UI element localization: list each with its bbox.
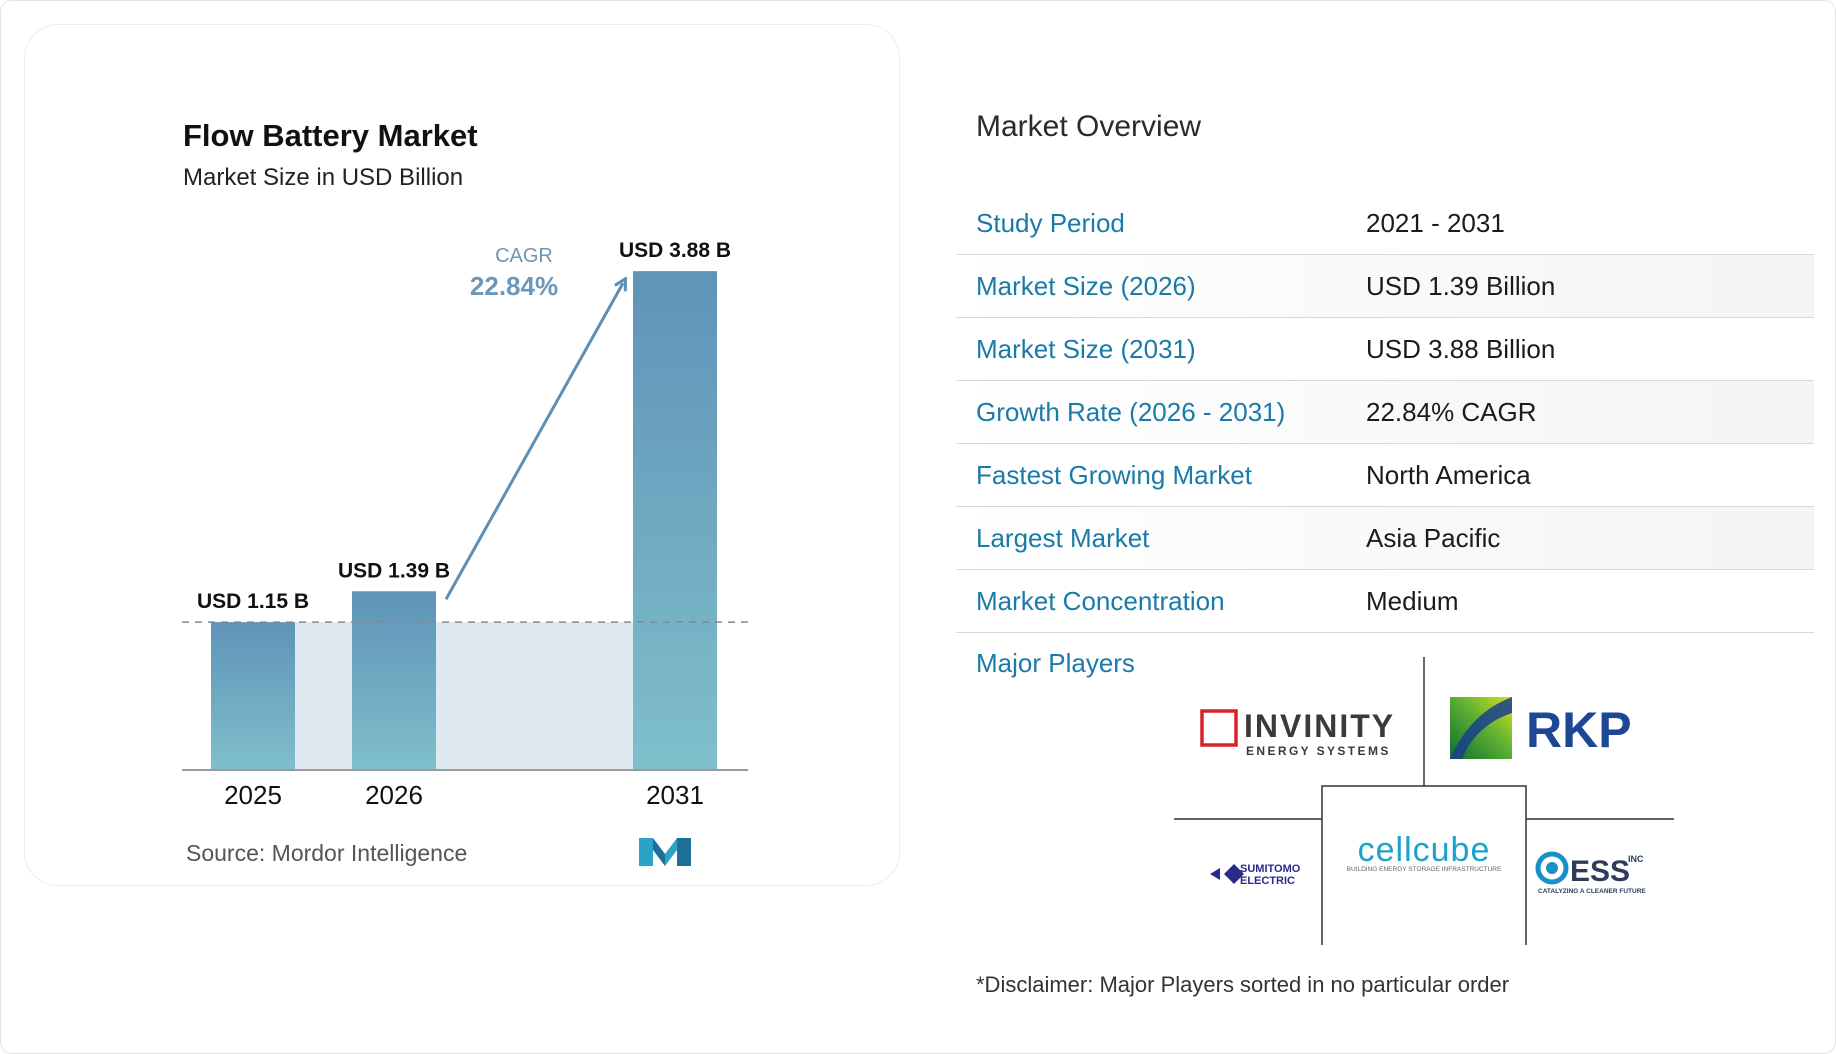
bar-2025 — [211, 622, 295, 770]
overview-row: Largest Market Asia Pacific — [956, 507, 1814, 570]
x-tick-label: 2031 — [646, 780, 704, 810]
overview-row: Study Period 2021 - 2031 — [956, 192, 1814, 255]
overview-value: North America — [1366, 460, 1531, 490]
invinity-logo-icon: INVINITY ENERGY SYSTEMS — [1200, 708, 1395, 758]
overview-row: Market Concentration Medium — [956, 570, 1814, 633]
bar-2031 — [633, 271, 717, 770]
overview-label: Fastest Growing Market — [976, 460, 1252, 490]
invinity-sub: ENERGY SYSTEMS — [1246, 744, 1391, 758]
overview-value: 2021 - 2031 — [1366, 208, 1505, 238]
rkp-name: RKP — [1526, 702, 1632, 758]
overview-label: Study Period — [976, 208, 1125, 238]
sumitomo-line2: ELECTRIC — [1240, 875, 1295, 887]
bar-value-label: USD 3.88 B — [619, 239, 731, 262]
cellcube-logo-icon: cellcube BUILDING ENERGY STORAGE INFRAST… — [1347, 831, 1502, 873]
sumitomo-logo-icon: SUMITOMO ELECTRIC — [1210, 863, 1301, 887]
overview-value: Medium — [1366, 586, 1459, 616]
sumitomo-line1: SUMITOMO — [1240, 863, 1301, 875]
x-tick-label: 2026 — [365, 780, 423, 810]
overview-value: Asia Pacific — [1366, 523, 1501, 553]
overview-label: Growth Rate (2026 - 2031) — [976, 397, 1286, 427]
overview-label: Market Size (2031) — [976, 334, 1196, 364]
rkp-logo-icon: RKP — [1450, 697, 1632, 759]
cagr-value: 22.84% — [470, 271, 558, 301]
ess-sub: CATALYZING A CLEANER FUTURE — [1538, 888, 1646, 895]
disclaimer: *Disclaimer: Major Players sorted in no … — [976, 972, 1510, 997]
invinity-name: INVINITY — [1244, 708, 1395, 744]
overview-table: Study Period 2021 - 2031 Market Size (20… — [956, 192, 1814, 633]
major-players-grid: INVINITY ENERGY SYSTEMS RKP SUMITOMO ELE… — [1174, 657, 1674, 945]
overview-value: 22.84% CAGR — [1366, 397, 1537, 427]
overview-label: Market Concentration — [976, 586, 1225, 616]
bar-2026 — [352, 591, 436, 770]
overview-label: Largest Market — [976, 523, 1150, 553]
bar-value-label: USD 1.39 B — [338, 559, 450, 582]
x-tick-label: 2025 — [224, 780, 282, 810]
chart-subtitle: Market Size in USD Billion — [183, 164, 464, 191]
overview-title: Market Overview — [976, 110, 1202, 143]
cagr-label: CAGR — [495, 245, 553, 267]
overview-row: Fastest Growing Market North America — [956, 444, 1814, 507]
overview-label: Market Size (2026) — [976, 271, 1196, 301]
overview-value: USD 3.88 Billion — [1366, 334, 1556, 364]
cellcube-sub: BUILDING ENERGY STORAGE INFRASTRUCTURE — [1347, 866, 1502, 873]
bar-value-label: USD 1.15 B — [197, 590, 309, 613]
major-players-label: Major Players — [976, 648, 1135, 678]
overview-value: USD 1.39 Billion — [1366, 271, 1556, 301]
overview-row: Market Size (2031) USD 3.88 Billion — [956, 318, 1814, 381]
overview-row: Growth Rate (2026 - 2031) 22.84% CAGR — [956, 381, 1814, 444]
source-note: Source: Mordor Intelligence — [186, 840, 468, 866]
ess-name: ESS — [1570, 855, 1630, 888]
ess-logo-icon: ESS INC CATALYZING A CLEANER FUTURE — [1535, 851, 1646, 895]
overview-row: Market Size (2026) USD 1.39 Billion — [956, 255, 1814, 318]
cagr-arrow — [444, 283, 623, 601]
baseline-area — [253, 622, 675, 770]
bar-chart: USD 1.15 B 2025 USD 1.39 B 2026 USD 3.88 B 20… — [182, 239, 752, 810]
ess-sup: INC — [1628, 854, 1644, 864]
chart-title: Flow Battery Market — [183, 118, 478, 153]
mordor-logo-icon — [639, 838, 691, 866]
cellcube-name: cellcube — [1358, 831, 1491, 869]
